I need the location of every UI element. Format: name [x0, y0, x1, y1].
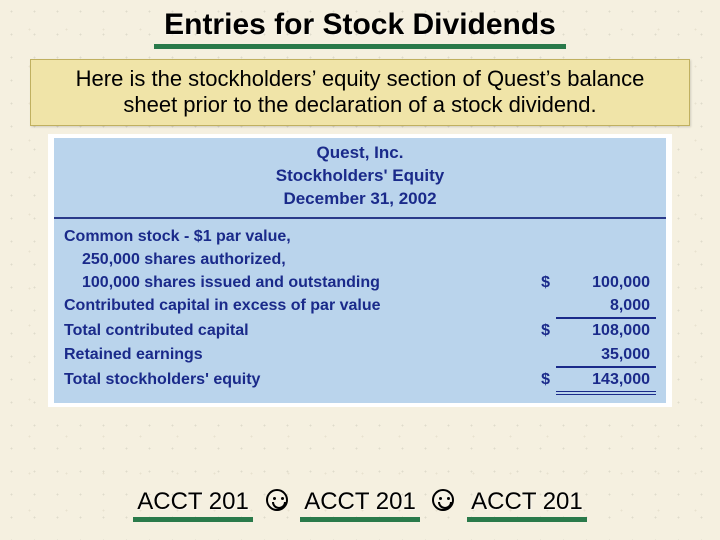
value: 108,000 — [556, 317, 656, 342]
smile-icon — [432, 489, 454, 511]
slide-title: Entries for Stock Dividends — [154, 8, 566, 49]
equity-statement: Quest, Inc. Stockholders' Equity Decembe… — [48, 134, 672, 407]
statement-body: Common stock - $1 par value, 250,000 sha… — [54, 219, 666, 403]
smile-icon — [266, 489, 288, 511]
intro-text: Here is the stockholders’ equity section… — [30, 59, 690, 126]
currency: $ — [528, 368, 556, 391]
currency: $ — [528, 271, 556, 294]
course-tag: ACCT 201 — [133, 488, 253, 522]
course-tag: ACCT 201 — [467, 488, 587, 522]
line-common-stock-1: Common stock - $1 par value, — [64, 225, 656, 248]
label: 100,000 shares issued and outstanding — [64, 271, 528, 294]
label: Total contributed capital — [64, 319, 528, 342]
value: 35,000 — [556, 343, 656, 366]
statement-date: December 31, 2002 — [54, 188, 666, 211]
value: 100,000 — [556, 271, 656, 294]
label: Retained earnings — [64, 343, 528, 366]
label: 250,000 shares authorized, — [64, 248, 528, 271]
label: Common stock - $1 par value, — [64, 225, 528, 248]
line-total-equity: Total stockholders' equity $ 143,000 — [64, 366, 656, 395]
line-common-stock-3: 100,000 shares issued and outstanding $ … — [64, 271, 656, 294]
line-retained-earnings: Retained earnings 35,000 — [64, 343, 656, 366]
statement-heading: Stockholders' Equity — [54, 165, 666, 188]
value: 143,000 — [556, 366, 656, 395]
company-name: Quest, Inc. — [54, 142, 666, 165]
value: 8,000 — [556, 294, 656, 317]
line-apic: Contributed capital in excess of par val… — [64, 294, 656, 317]
course-tag: ACCT 201 — [300, 488, 420, 522]
label: Total stockholders' equity — [64, 368, 528, 391]
line-common-stock-2: 250,000 shares authorized, — [64, 248, 656, 271]
footer: ACCT 201 ACCT 201 ACCT 201 — [0, 488, 720, 522]
label: Contributed capital in excess of par val… — [64, 294, 528, 317]
statement-header: Quest, Inc. Stockholders' Equity Decembe… — [54, 138, 666, 219]
currency: $ — [528, 319, 556, 342]
line-total-contributed: Total contributed capital $ 108,000 — [64, 317, 656, 342]
